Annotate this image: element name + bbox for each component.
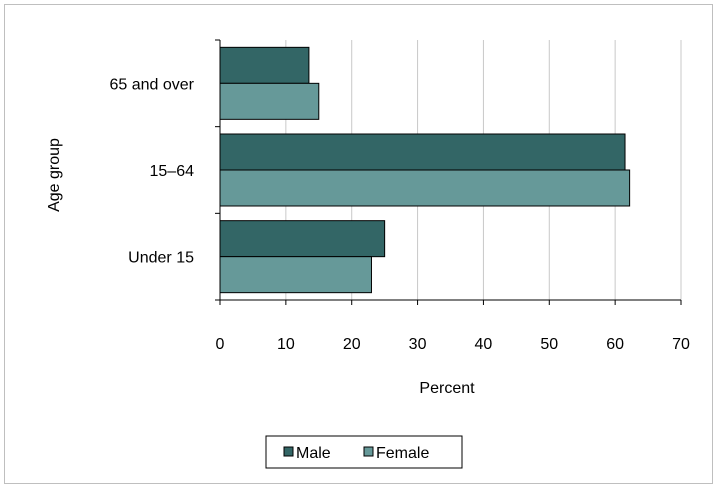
legend: Male Female — [265, 435, 463, 469]
legend-swatch-female — [363, 446, 374, 457]
x-tick-label: 10 — [277, 336, 295, 353]
x-tick-label: 60 — [606, 336, 624, 353]
x-axis-title: Percent — [419, 380, 475, 397]
y-tick-labels: Under 15 15–64 65 and over — [109, 76, 194, 266]
y-tick-label: Under 15 — [128, 250, 194, 267]
legend-label-male: Male — [296, 445, 331, 462]
x-tick-label: 20 — [343, 336, 361, 353]
x-tick-label: 30 — [409, 336, 427, 353]
x-tick-label: 40 — [475, 336, 493, 353]
y-tick-label: 15–64 — [150, 163, 195, 180]
x-tick-label: 50 — [540, 336, 558, 353]
bar-male — [219, 46, 310, 84]
legend-swatch-male — [283, 446, 294, 457]
bar-female — [219, 169, 631, 207]
y-tick-label: 65 and over — [109, 76, 194, 93]
x-tick-label: 0 — [216, 336, 225, 353]
bars — [219, 46, 631, 294]
bar-female — [219, 82, 320, 120]
bar-male — [219, 220, 386, 258]
x-tick-label: 70 — [672, 336, 690, 353]
legend-label-female: Female — [376, 445, 429, 462]
bar-female — [219, 256, 372, 294]
x-tick-labels: 0 10 20 30 40 50 60 70 — [216, 336, 690, 353]
bar-male — [219, 133, 626, 171]
y-axis-title: Age group — [46, 138, 63, 212]
